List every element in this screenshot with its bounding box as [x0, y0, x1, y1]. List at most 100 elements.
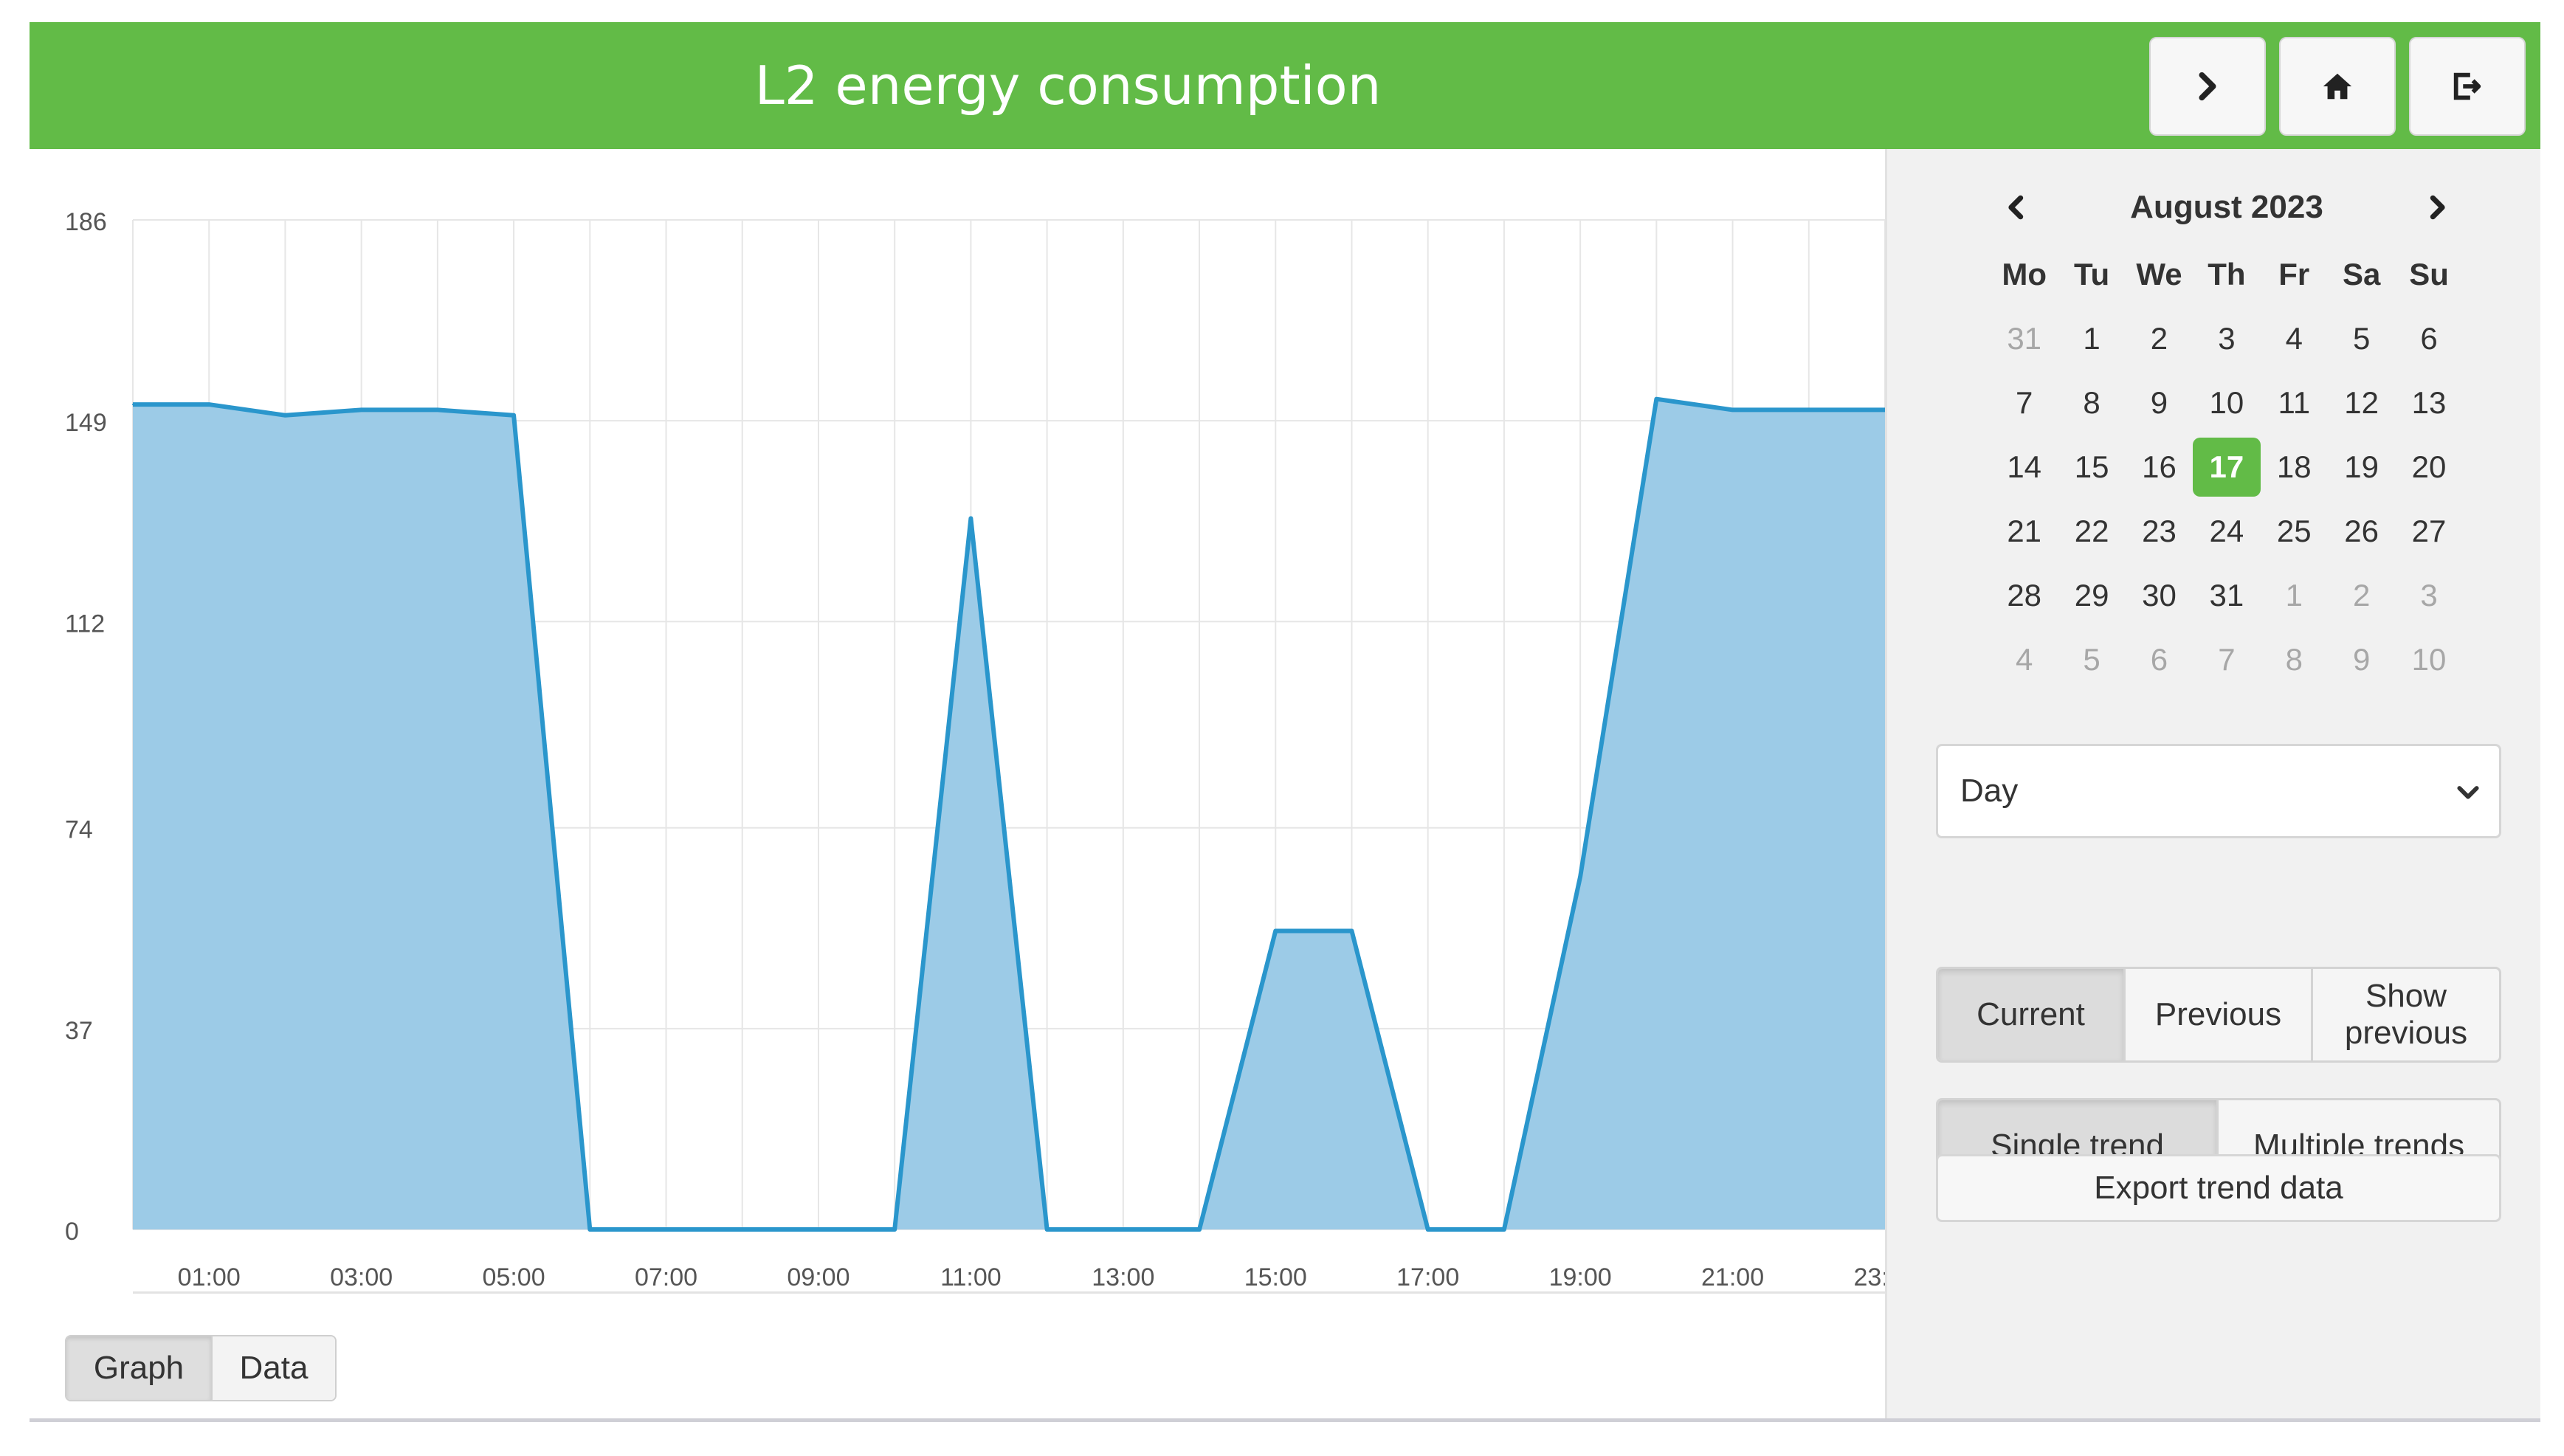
calendar-day[interactable]: 27 [2411, 514, 2447, 548]
graph-view-button[interactable]: Graph [66, 1336, 211, 1400]
calendar-week-row: 21 22 23 24 25 26 27 [1991, 502, 2463, 566]
data-point [741, 1229, 743, 1230]
weekday-label: Sa [2342, 257, 2381, 291]
logout-button[interactable] [2409, 37, 2526, 136]
calendar-day[interactable]: 8 [2285, 642, 2303, 677]
header-bar: L2 energy consumption [30, 22, 2540, 149]
calendar-day[interactable]: 10 [2209, 385, 2244, 420]
calendar-day[interactable]: 3 [2420, 578, 2438, 613]
calendar-day[interactable]: 1 [2083, 321, 2101, 356]
calendar-day[interactable]: 25 [2276, 514, 2312, 548]
chevron-left-icon [2008, 195, 2024, 220]
calendar-day[interactable]: 16 [2142, 449, 2177, 484]
calendar-day[interactable]: 22 [2074, 514, 2109, 548]
home-button[interactable] [2279, 37, 2396, 136]
calendar-day[interactable]: 15 [2074, 449, 2109, 484]
data-view-button[interactable]: Data [211, 1336, 335, 1400]
data-point [1046, 1229, 1048, 1230]
chart-panel: 0 37 74 112 149 186 01:00 03:00 05:00 07:00 09:00 1… [30, 149, 1885, 1421]
calendar-day[interactable]: 31 [2007, 321, 2042, 356]
calendar-day[interactable]: 18 [2276, 449, 2312, 484]
calendar-week-row: 28 29 30 31 1 2 3 [1991, 566, 2463, 630]
calendar-day[interactable]: 10 [2411, 642, 2447, 677]
chevron-right-icon [2430, 195, 2445, 220]
calendar-day[interactable]: 24 [2209, 514, 2244, 548]
x-tick-label: 11:00 [940, 1263, 1002, 1291]
chevron-down-icon [2457, 786, 2479, 799]
page-title: L2 energy consumption [754, 55, 1382, 117]
calendar-day[interactable]: 20 [2411, 449, 2447, 484]
calendar-day[interactable]: 3 [2218, 321, 2236, 356]
next-page-button[interactable] [2149, 37, 2266, 136]
x-tick-label: 17:00 [1396, 1263, 1459, 1291]
export-trend-data-button[interactable]: Export trend data [1936, 1154, 2501, 1222]
next-month-button[interactable] [2411, 182, 2463, 233]
data-point [817, 1229, 819, 1230]
calendar-day[interactable]: 26 [2344, 514, 2379, 548]
x-tick-label: 19:00 [1549, 1263, 1612, 1291]
calendar-day[interactable]: 9 [2352, 642, 2371, 677]
calendar-header: August 2023 [1991, 182, 2463, 233]
data-point [436, 409, 438, 411]
calendar-day[interactable]: 1 [2285, 578, 2303, 613]
previous-button[interactable]: Previous [2123, 969, 2311, 1060]
calendar-day[interactable]: 28 [2007, 578, 2042, 613]
trend-viewer-app: L2 energy consumption 0 37 74 112 149 186 01:0… [30, 22, 2540, 1422]
data-point [1275, 930, 1277, 932]
calendar-day[interactable]: 2 [2352, 578, 2371, 613]
data-point [1579, 875, 1582, 877]
period-select[interactable]: Day [1936, 744, 2501, 838]
calendar-day[interactable]: 21 [2007, 514, 2042, 548]
calendar-day[interactable]: 14 [2007, 449, 2042, 484]
data-point [1427, 1229, 1429, 1230]
calendar-day[interactable]: 2 [2150, 321, 2168, 356]
data-point [1884, 409, 1885, 411]
show-previous-button[interactable]: Show previous [2311, 969, 2499, 1060]
home-icon [2323, 73, 2352, 100]
calendar-week-row: 31 1 2 3 4 5 6 [1991, 309, 2463, 373]
data-point [1731, 409, 1734, 411]
sidebar: August 2023 Mo Tu We Th Fr Sa Su 31 1 2 3 4 5… [1885, 149, 2540, 1421]
current-button[interactable]: Current [1938, 969, 2123, 1060]
previous-month-button[interactable] [1991, 182, 2042, 233]
weekday-label: Tu [2073, 257, 2110, 291]
x-tick-label: 13:00 [1092, 1263, 1154, 1291]
data-point [665, 1229, 667, 1230]
calendar-day[interactable]: 31 [2209, 578, 2244, 613]
range-button-group: Current Previous Show previous [1936, 967, 2501, 1063]
calendar-day[interactable]: 6 [2150, 642, 2168, 677]
calendar-day[interactable]: 12 [2344, 385, 2379, 420]
calendar-week-row: 14 15 16 17 18 19 20 [1991, 438, 2463, 502]
show-previous-line2: previous [2344, 1015, 2468, 1051]
calendar-day[interactable]: 5 [2352, 321, 2371, 356]
data-point [284, 414, 286, 416]
bottom-divider [30, 1418, 2540, 1422]
calendar-day[interactable]: 29 [2074, 578, 2109, 613]
calendar-day[interactable]: 11 [2278, 385, 2311, 420]
energy-area-chart: 0 37 74 112 149 186 01:00 03:00 05:00 07:00 09:00 1… [65, 208, 1885, 1291]
show-previous-line1: Show [2365, 978, 2447, 1014]
period-select-value: Day [1960, 773, 2019, 809]
calendar-day[interactable]: 4 [2285, 321, 2303, 356]
calendar-day[interactable]: 8 [2083, 385, 2101, 420]
calendar-day[interactable]: 7 [2218, 642, 2236, 677]
calendar-week-row: 4 5 6 7 8 9 10 [1991, 630, 2463, 694]
weekday-label: Su [2409, 257, 2449, 291]
calendar-day[interactable]: 7 [2016, 385, 2033, 420]
calendar-day[interactable]: 6 [2420, 321, 2438, 356]
calendar-day[interactable]: 9 [2150, 385, 2168, 420]
calendar-day[interactable]: 19 [2344, 449, 2379, 484]
calendar-day[interactable]: 13 [2411, 385, 2447, 420]
calendar-day[interactable]: 4 [2016, 642, 2033, 677]
calendar-day[interactable]: 23 [2142, 514, 2177, 548]
data-point [360, 409, 362, 411]
calendar-day[interactable]: 5 [2083, 642, 2101, 677]
calendar-day-selected[interactable]: 17 [2193, 438, 2261, 497]
x-tick-label: 09:00 [787, 1263, 850, 1291]
weekday-label: Fr [2278, 257, 2310, 291]
chevron-right-icon [2199, 72, 2216, 101]
calendar-week-row: 7 8 9 10 11 12 13 [1991, 373, 2463, 438]
calendar-weeks: 31 1 2 3 4 5 6 7 8 9 10 11 12 13 14 15 16 17 18 19 20 21 22 23 2… [1991, 309, 2463, 694]
calendar-day[interactable]: 30 [2142, 578, 2177, 613]
data-point [208, 404, 210, 406]
